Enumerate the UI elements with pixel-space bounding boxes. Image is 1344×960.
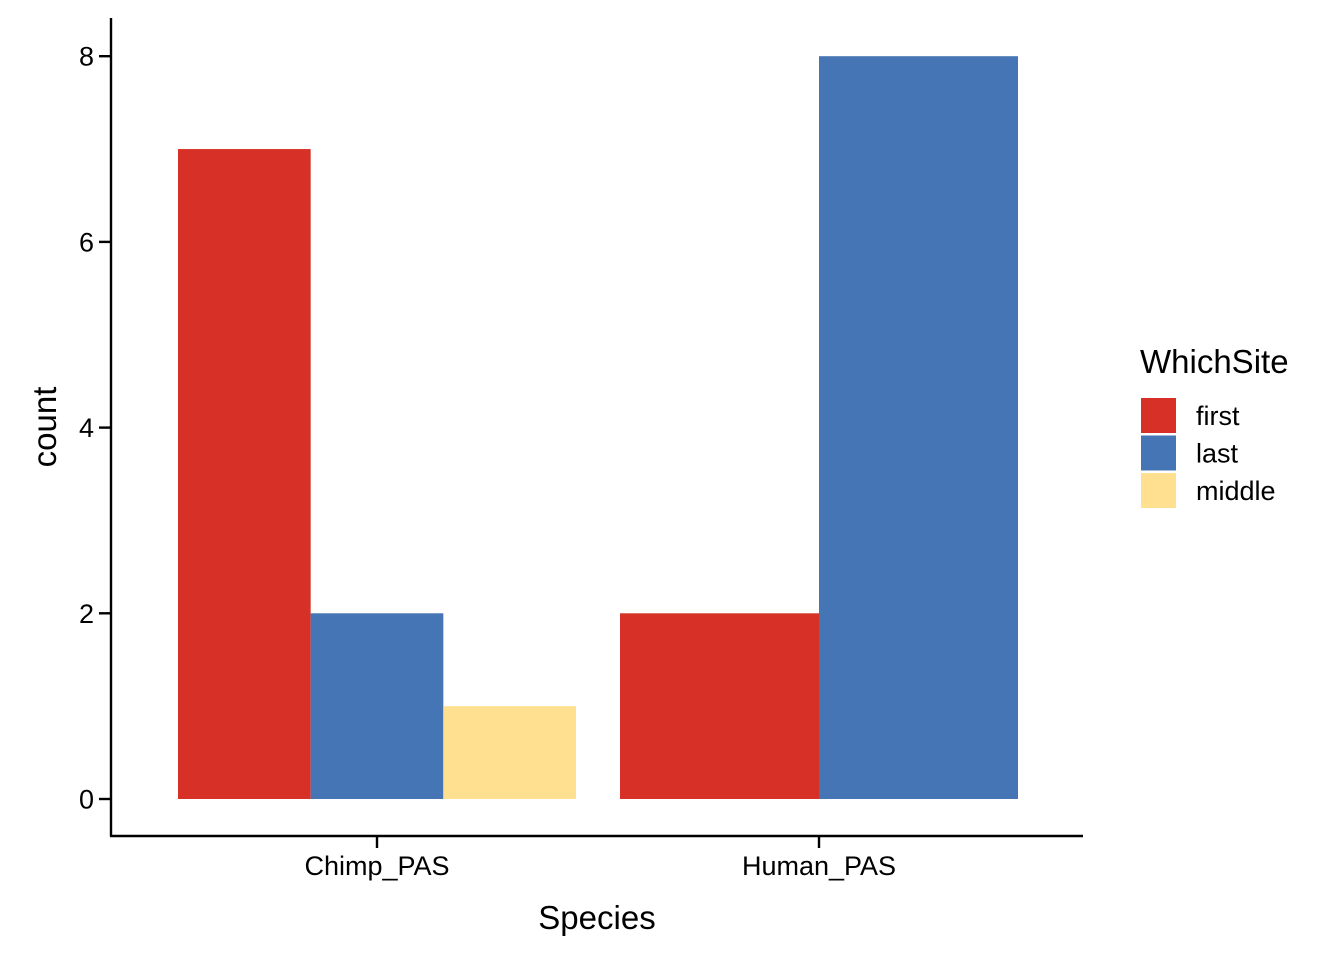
legend-label-last: last <box>1196 439 1239 469</box>
legend-title: WhichSite <box>1140 343 1289 380</box>
legend-key-first <box>1141 398 1176 433</box>
bar-chimp-pas-middle <box>443 706 576 799</box>
x-axis-title: Species <box>538 899 655 936</box>
legend-label-middle: middle <box>1196 476 1276 506</box>
legend-items: first last middle <box>1141 398 1276 508</box>
x-tick-label: Chimp_PAS <box>304 851 449 881</box>
y-ticks: 0 2 4 6 8 <box>79 42 111 815</box>
x-tick-label: Human_PAS <box>742 851 896 881</box>
bar-human-pas-first <box>620 613 819 799</box>
bar-chimp-pas-last <box>310 613 444 799</box>
bar-human-pas-last <box>819 56 1018 799</box>
y-tick-label: 8 <box>79 42 94 72</box>
legend: WhichSite first last middle <box>1140 343 1289 508</box>
x-ticks: Chimp_PAS Human_PAS <box>304 836 896 881</box>
legend-label-first: first <box>1196 401 1240 431</box>
y-tick-label: 4 <box>79 413 94 443</box>
y-tick-label: 0 <box>79 785 94 815</box>
bars-layer <box>178 56 1018 800</box>
y-axis-title: count <box>26 387 63 468</box>
bar-chimp-pas-first <box>178 149 311 800</box>
y-tick-label: 6 <box>79 227 94 257</box>
legend-key-middle <box>1141 473 1176 508</box>
y-tick-label: 2 <box>79 599 94 629</box>
legend-key-last <box>1141 435 1176 471</box>
axes-layer: 0 2 4 6 8 Chimp_PAS Human_PAS <box>79 18 1083 881</box>
